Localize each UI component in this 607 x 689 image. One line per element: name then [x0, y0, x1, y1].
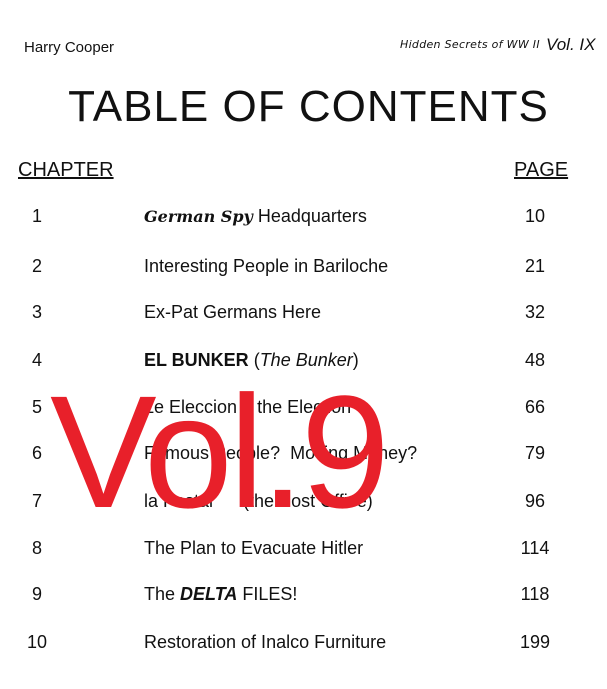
toc-row: 3 Ex-Pat Germans Here 32 [0, 302, 607, 332]
chapter-title-bold: EL BUNKER [144, 350, 249, 370]
chapter-title: Ex-Pat Germans Here [144, 302, 322, 322]
chapter-title: Restoration of Inalco Furniture [144, 632, 387, 652]
page-title: TABLE OF CONTENTS [68, 82, 549, 131]
chapter-page: 118 [520, 584, 550, 604]
chapter-title: The Plan to Evacuate Hitler [144, 538, 364, 558]
chapter-title: EL BUNKER (The Bunker) [144, 350, 359, 371]
toc-row: 4 EL BUNKER (The Bunker) 48 [0, 350, 607, 380]
title-suffix: FILES! [237, 584, 298, 604]
toc-row: 1 German Spy Headquarters 10 [0, 206, 607, 236]
chapter-page: 114 [520, 538, 550, 558]
chapter-number: 4 [31, 350, 42, 370]
paren-open: ( [248, 350, 260, 370]
chapter-page: 66 [524, 397, 546, 417]
chapter-number: 3 [31, 302, 42, 322]
chapter-page: 32 [524, 302, 546, 322]
chapter-page: 199 [519, 632, 551, 652]
chapter-number: 9 [31, 584, 42, 604]
chapter-number: 8 [31, 538, 42, 558]
chapter-number: 7 [31, 491, 42, 511]
volume-overlay-stamp: Vol.9 [50, 362, 390, 541]
chapter-page: 48 [524, 350, 546, 370]
chapter-title-bold-italic: DELTA [180, 584, 238, 604]
chapter-number: 10 [26, 632, 48, 652]
chapter-title-gothic: German Spy [144, 207, 253, 226]
toc-row: 8 The Plan to Evacuate Hitler 114 [0, 538, 607, 568]
chapter-title: Le Eleccion the Election [144, 397, 352, 417]
chapter-page: 10 [524, 206, 546, 226]
chapter-number: 1 [31, 206, 42, 226]
chapter-number: 6 [31, 443, 42, 463]
toc-row: 7 la Postal (the Post Office) 96 [0, 491, 607, 521]
author-name: Harry Cooper [24, 39, 115, 56]
paren-close: ) [352, 350, 359, 370]
chapter-number: 2 [31, 256, 42, 276]
page-column-header: PAGE [514, 159, 569, 181]
series-title: Hidden Secrets of WW II [400, 38, 540, 51]
chapter-title-rest: Headquarters [252, 206, 367, 226]
chapter-page: 96 [524, 491, 546, 511]
chapter-title: Famous People? Moving Money? [144, 443, 418, 463]
chapter-page: 21 [524, 256, 546, 276]
chapter-column-header: CHAPTER [18, 159, 114, 181]
chapter-title: The DELTA FILES! [144, 584, 297, 605]
chapter-title: la Postal (the Post Office) [144, 491, 373, 511]
toc-row: 10 Restoration of Inalco Furniture 199 [0, 632, 607, 662]
volume-label: Vol. IX [546, 35, 596, 54]
toc-row: 5 Le Eleccion the Election 66 [0, 397, 607, 427]
toc-row: 9 The DELTA FILES! 118 [0, 584, 607, 614]
chapter-number: 5 [31, 397, 42, 417]
chapter-title-italic: The Bunker [259, 350, 353, 370]
toc-row: 6 Famous People? Moving Money? 79 [0, 443, 607, 473]
chapter-page: 79 [524, 443, 546, 463]
chapter-title: German Spy Headquarters [144, 206, 367, 227]
title-prefix: The [144, 584, 181, 604]
chapter-title: Interesting People in Bariloche [144, 256, 389, 276]
toc-row: 2 Interesting People in Bariloche 21 [0, 256, 607, 286]
